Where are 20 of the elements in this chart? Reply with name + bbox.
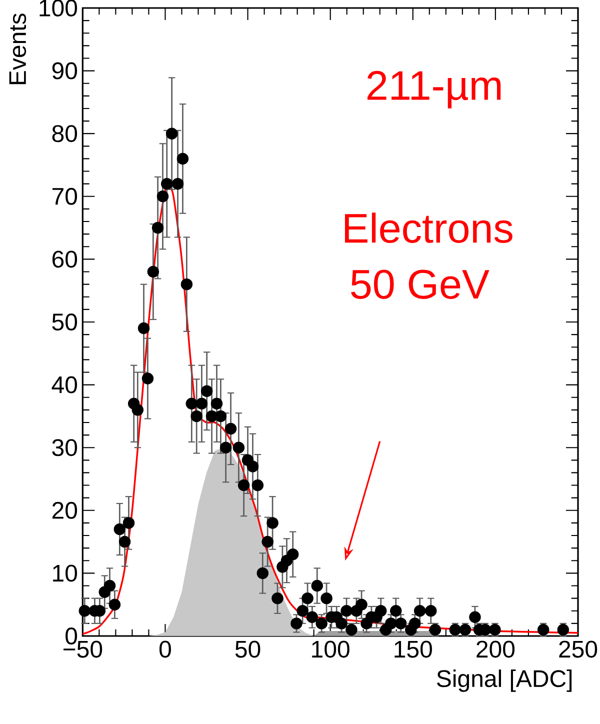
x-tick-label: 250 — [559, 640, 598, 658]
x-axis-title: Signal [ADC] — [436, 670, 572, 692]
annotation: 50 GeV — [351, 270, 490, 299]
y-tick-label: 60 — [52, 250, 78, 268]
annotation: 211-µm — [367, 70, 501, 108]
y-tick-label: 10 — [53, 564, 78, 582]
x-tick-label: 0 — [159, 640, 171, 658]
x-tick-label: 200 — [476, 640, 515, 658]
y-axis-title: Events — [9, 14, 26, 84]
y-tick-label: 20 — [52, 502, 78, 519]
x-tick-label: 100 — [312, 640, 350, 658]
y-tick-label: 90 — [52, 62, 78, 80]
y-tick-label: 30 — [52, 439, 78, 456]
annotation: Electrons — [344, 212, 512, 243]
y-tick-label: 80 — [52, 125, 78, 142]
y-tick-label: 40 — [52, 376, 78, 394]
x-tick-label: 50 — [235, 640, 260, 658]
y-tick-label: 50 — [52, 313, 78, 330]
y-tick-label: 70 — [52, 188, 78, 205]
x-tick-label: 150 — [394, 640, 432, 658]
